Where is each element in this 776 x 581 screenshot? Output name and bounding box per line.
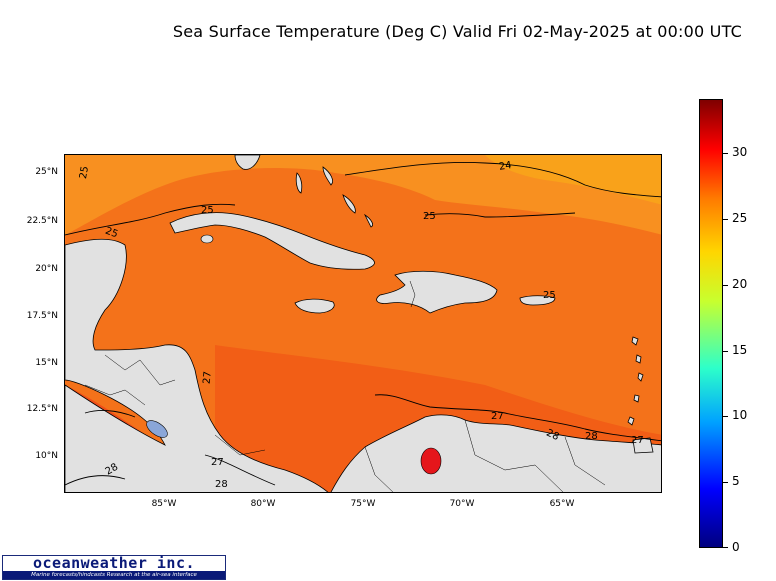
contour-label: 27 [202,371,214,385]
latitude-label: 25°N [35,167,58,177]
colorbar-tick [723,482,728,483]
colorbar-label: 15 [732,343,748,357]
contour-label: 27 [211,457,224,468]
colorbar-label: 20 [732,277,748,291]
logo-tagline: Marine forecasts/hindcasts Research at t… [3,571,225,579]
land-florida [234,155,261,170]
sst-contours [65,161,661,486]
colorbar-tick [723,285,728,286]
land-bahamas [295,166,373,228]
contour-label: 25 [543,290,556,301]
logo-name: oceanweather inc. [32,554,196,572]
map-title: Sea Surface Temperature (Deg C) Valid Fr… [172,22,742,41]
colorbar-tick [723,547,728,548]
land-central-america [65,238,329,492]
latitude-label: 10°N [35,451,58,461]
colorbar-label: 25 [732,211,748,225]
longitude-label: 85°W [151,499,177,509]
land-jamaica [294,298,335,314]
longitude-label: 70°W [449,499,475,509]
colorbar-label: 5 [732,474,740,488]
contour-label: 28 [585,431,598,442]
contour-label: 25 [201,205,214,216]
cooler-water-north [65,155,661,235]
contour-label: 25 [104,226,120,241]
land-south-america [330,414,661,492]
sst-map: 25 24 25 25 25 25 27 28 27 27 28 27 28 2… [64,154,662,493]
contour-label-group: 25 24 25 25 25 25 27 28 27 27 28 27 28 2… [78,160,644,490]
lake-nicaragua [146,420,168,438]
contour-label: 25 [78,165,91,179]
contour-label: 27 [491,411,504,422]
latitude-label: 12.5°N [26,404,58,414]
longitude-label: 65°W [549,499,575,509]
oceanweather-logo: oceanweather inc. Marine forecasts/hindc… [2,555,226,580]
land-lesser-antilles [627,336,644,426]
contour-label: 28 [544,428,560,443]
latitude-label: 20°N [35,264,58,274]
longitude-label: 80°W [250,499,276,509]
colorbar-label: 0 [732,540,740,554]
latitude-label: 22.5°N [26,216,58,226]
latitude-label: 17.5°N [26,311,58,321]
colorbar-label: 30 [732,145,748,159]
longitude-label: 75°W [350,499,376,509]
contour-label: 25 [423,211,436,222]
land-cuba [169,212,375,270]
colorbar-label: 10 [732,408,748,422]
country-borders [84,280,606,492]
land-hispaniola [376,270,498,314]
lake-maracaibo [420,447,442,475]
latitude-label: 15°N [35,358,58,368]
colorbar-tick [723,351,728,352]
contour-label: 24 [498,160,512,173]
colorbar-tick [723,219,728,220]
land-puerto-rico [519,295,556,306]
colorbar [699,99,723,548]
contour-label: 28 [215,479,228,490]
contour-label: 27 [631,435,644,446]
land-isle-of-youth [200,234,214,244]
colorbar-tick [723,153,728,154]
colorbar-tick [723,416,728,417]
